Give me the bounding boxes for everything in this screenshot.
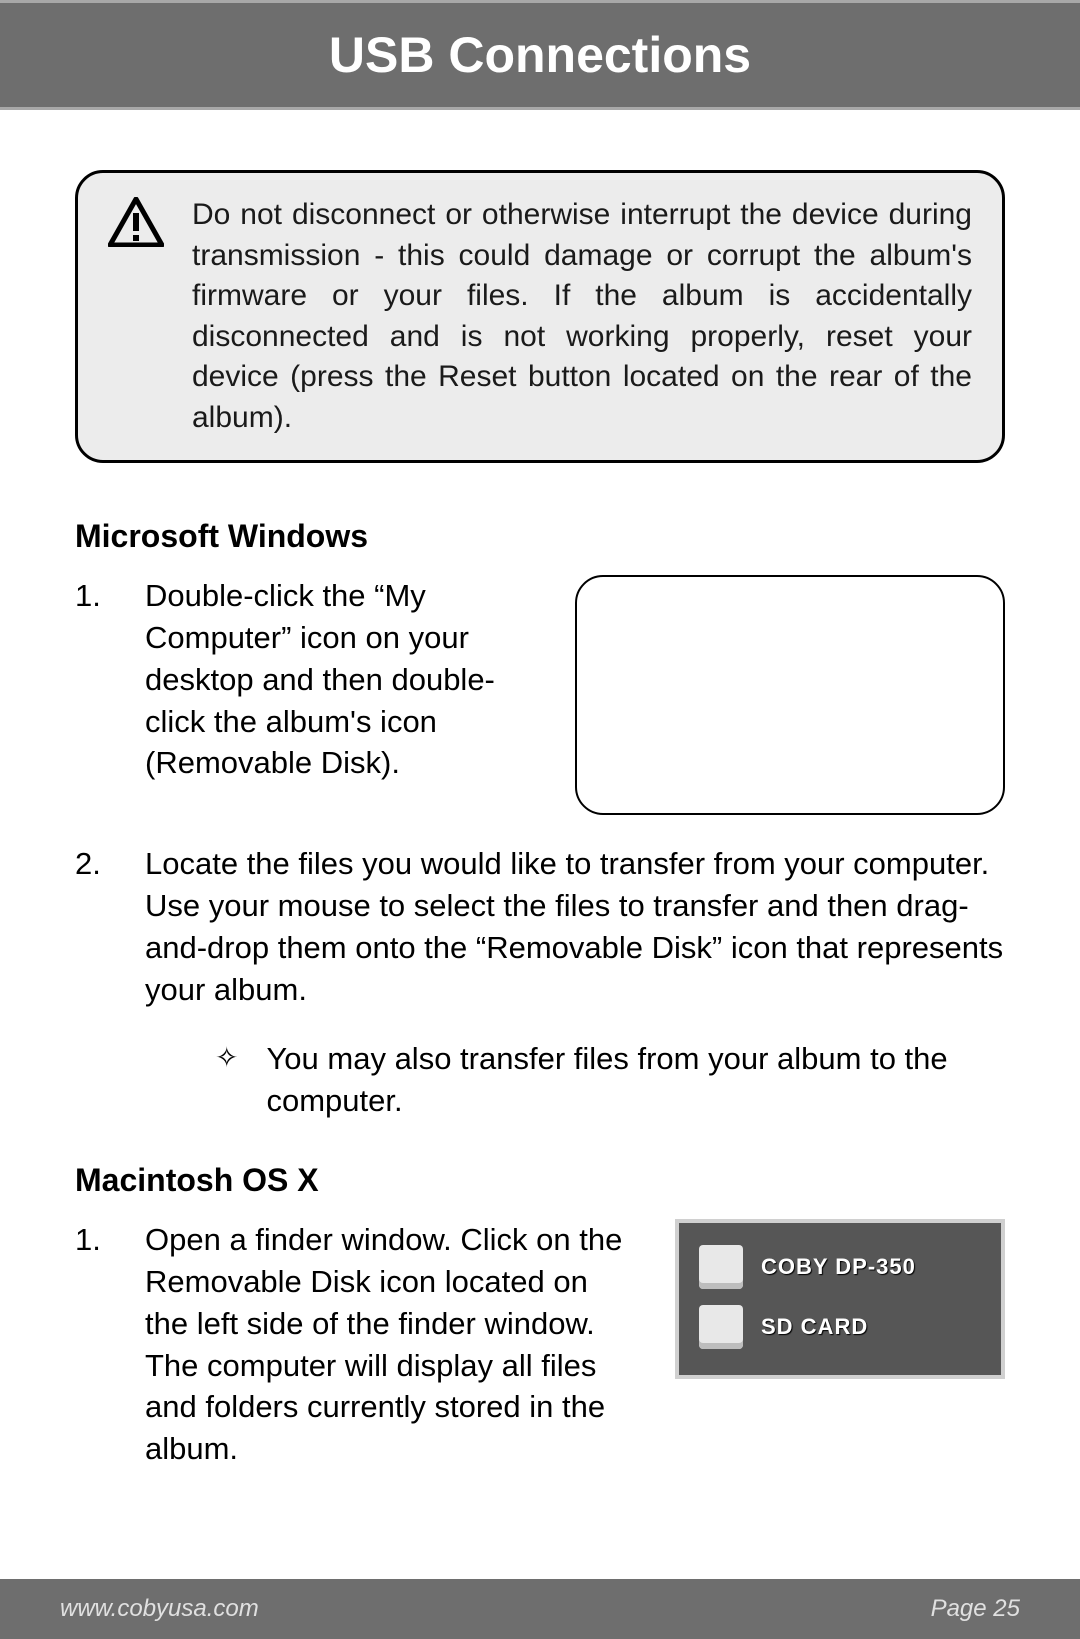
page-content: Do not disconnect or otherwise interrupt… xyxy=(0,110,1080,1470)
step-number: 2. xyxy=(75,843,145,1122)
warning-text: Do not disconnect or otherwise interrupt… xyxy=(192,195,972,438)
step-number: 1. xyxy=(75,1219,145,1470)
step-body: Double-click the “My Computer” icon on y… xyxy=(145,575,1005,815)
mac-finder-figure: COBY DP-350 SD CARD xyxy=(675,1219,1005,1379)
warning-icon xyxy=(108,195,164,252)
warning-box: Do not disconnect or otherwise interrupt… xyxy=(75,170,1005,463)
step-number: 1. xyxy=(75,575,145,815)
windows-steps-list: 1. Double-click the “My Computer” icon o… xyxy=(75,575,1005,1122)
page-footer: www.cobyusa.com Page 25 xyxy=(0,1579,1080,1639)
finder-item-label: COBY DP-350 xyxy=(761,1252,916,1282)
page-title: USB Connections xyxy=(329,26,751,84)
disk-icon xyxy=(699,1305,743,1349)
step-text: Double-click the “My Computer” icon on y… xyxy=(145,575,535,784)
list-item: 1. Double-click the “My Computer” icon o… xyxy=(75,575,1005,815)
step-text: Locate the files you would like to trans… xyxy=(145,843,1005,1010)
section-heading-windows: Microsoft Windows xyxy=(75,518,1005,555)
list-item: 1. Open a finder window. Click on the Re… xyxy=(75,1219,1005,1470)
disk-icon xyxy=(699,1245,743,1289)
finder-item-label: SD CARD xyxy=(761,1312,868,1342)
finder-sidebar-item: SD CARD xyxy=(695,1297,985,1357)
mac-steps-list: 1. Open a finder window. Click on the Re… xyxy=(75,1219,1005,1470)
diamond-bullet-icon: ✧ xyxy=(215,1038,238,1122)
page-header: USB Connections xyxy=(0,0,1080,110)
sub-bullet: ✧ You may also transfer files from your … xyxy=(215,1038,1005,1122)
figure-placeholder xyxy=(575,575,1005,815)
finder-sidebar-item: COBY DP-350 xyxy=(695,1237,985,1297)
list-item: 2. Locate the files you would like to tr… xyxy=(75,843,1005,1122)
step-body: Locate the files you would like to trans… xyxy=(145,843,1005,1122)
step-text: Open a finder window. Click on the Remov… xyxy=(145,1219,635,1470)
sub-bullet-text: You may also transfer files from your al… xyxy=(266,1038,1005,1122)
footer-page-number: Page 25 xyxy=(931,1595,1020,1623)
section-heading-mac: Macintosh OS X xyxy=(75,1162,1005,1199)
footer-url: www.cobyusa.com xyxy=(60,1595,259,1623)
step-body: Open a finder window. Click on the Remov… xyxy=(145,1219,1005,1470)
